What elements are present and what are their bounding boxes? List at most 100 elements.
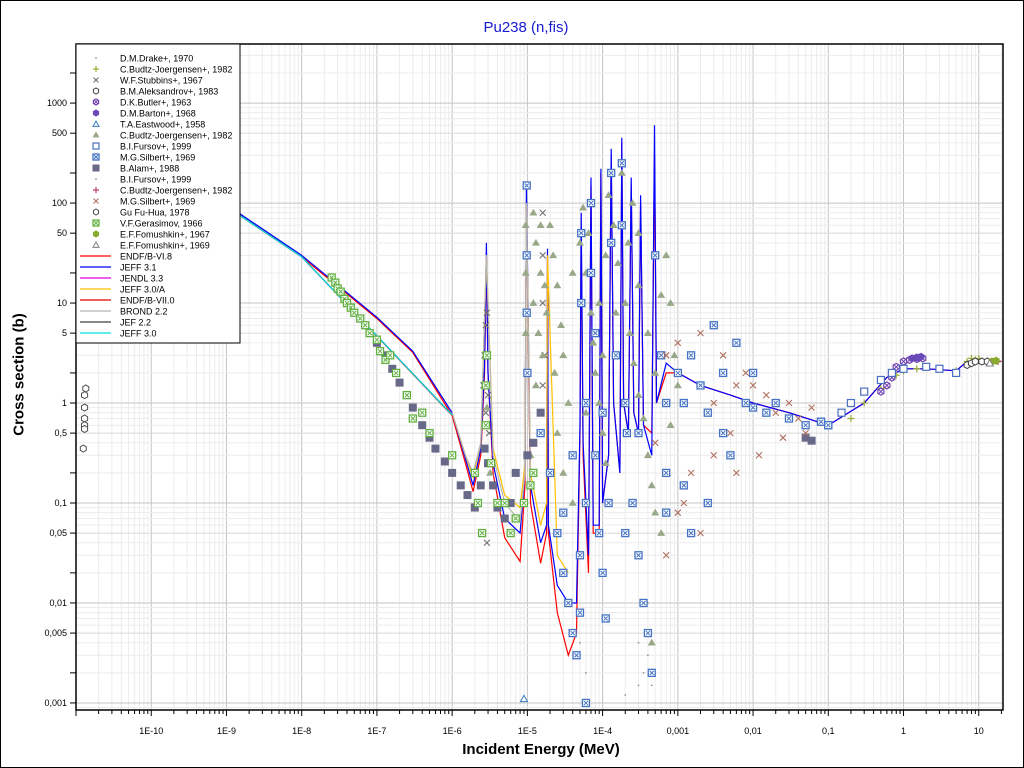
data-point <box>531 381 540 389</box>
data-point-x <box>578 230 584 236</box>
data-point-x <box>600 410 605 416</box>
data-point-x <box>773 400 779 406</box>
legend-marker-icon <box>95 178 97 180</box>
legend-marker-icon <box>92 87 100 95</box>
data-point <box>575 238 584 246</box>
data-point <box>749 382 757 389</box>
data-point <box>601 251 610 259</box>
data-point-x <box>583 700 589 706</box>
data-point <box>601 459 610 467</box>
data-point <box>687 469 695 477</box>
data-point-x <box>560 510 566 516</box>
data-point <box>586 308 595 316</box>
legend-label: M.G.Silbert+, 1969 <box>120 197 195 207</box>
data-point <box>697 329 704 337</box>
legend-label: JEF 2.2 <box>120 318 151 328</box>
legend-label: E.F.Fomushkin+, 1969 <box>120 241 210 251</box>
y-tick-label: 50 <box>57 228 67 238</box>
legend-marker-icon <box>93 187 99 193</box>
data-point-x <box>578 300 584 306</box>
legend-label: B.Alam+, 1988 <box>120 164 179 174</box>
data-point-x <box>488 460 494 466</box>
legend-label: JENDL 3.3 <box>120 274 163 284</box>
data-point-x <box>338 289 344 295</box>
legend-label: ENDF/B-VII.0 <box>120 296 175 306</box>
legend-marker-icon <box>93 198 99 204</box>
data-point <box>625 329 634 336</box>
data-point <box>529 208 538 216</box>
data-point <box>519 694 529 703</box>
data-point-x <box>525 370 530 376</box>
data-point <box>489 481 498 490</box>
legend-label: D.M.Drake+, 1970 <box>120 54 193 64</box>
data-point <box>493 503 502 512</box>
data-point <box>456 481 465 490</box>
data-point-x <box>570 630 576 636</box>
legend-label: B.M.Aleksandrov+, 1983 <box>120 87 218 97</box>
legend-marker-icon <box>92 131 100 138</box>
data-point-x <box>663 400 669 406</box>
data-point <box>779 434 787 442</box>
legend-label: C.Budtz-Joergensen+, 1982 <box>120 65 232 75</box>
data-point <box>550 368 559 376</box>
data-point <box>500 514 509 523</box>
data-point <box>591 368 600 376</box>
data-point <box>651 439 659 447</box>
data-point-x <box>502 500 508 506</box>
data-point-x <box>608 240 614 246</box>
data-point <box>860 387 869 396</box>
y-tick-label: 1000 <box>47 98 67 108</box>
legend-marker-icon <box>92 208 100 216</box>
data-point <box>647 481 656 489</box>
x-tick-label: 0,01 <box>744 726 762 736</box>
data-point-x <box>705 500 711 506</box>
data-point-x <box>893 364 899 370</box>
data-point <box>697 529 704 537</box>
data-point-x <box>619 222 625 228</box>
data-point <box>579 203 588 211</box>
data-point-x <box>750 370 756 376</box>
data-point-x <box>592 452 598 458</box>
data-point <box>651 368 660 376</box>
data-point <box>617 168 626 176</box>
legend-label: Gu Fu-Hua, 1978 <box>120 208 190 218</box>
data-point-x <box>658 352 664 358</box>
data-point-x <box>427 430 432 436</box>
data-point <box>484 391 492 399</box>
legend-label: B.I.Fursov+, 1999 <box>120 142 191 152</box>
data-point-x <box>818 419 824 425</box>
data-point <box>639 414 648 422</box>
data-point <box>650 684 653 687</box>
legend-label: JEFF 3.0 <box>120 329 157 339</box>
data-point <box>935 364 944 373</box>
data-point-x <box>705 410 711 416</box>
data-point <box>521 221 530 229</box>
data-point <box>666 299 675 306</box>
data-point-x <box>619 160 625 166</box>
data-point <box>710 399 718 407</box>
x-tick-label: 1E-8 <box>292 726 311 736</box>
data-point <box>557 321 566 329</box>
data-point-x <box>592 330 598 336</box>
data-point <box>79 444 87 453</box>
data-point <box>634 391 643 398</box>
data-point <box>534 329 543 336</box>
legend-label: V.F.Gerasimov, 1966 <box>120 219 203 229</box>
data-point <box>629 359 638 367</box>
experimental-series <box>79 384 90 453</box>
x-axis-label: Incident Energy (MeV) <box>462 741 620 758</box>
data-point <box>732 382 740 389</box>
data-point-x <box>624 430 630 436</box>
data-point <box>539 382 547 389</box>
data-point-x <box>547 470 553 476</box>
data-point-x <box>728 452 733 458</box>
legend-marker-icon <box>92 240 100 248</box>
experimental-series <box>877 354 927 396</box>
data-point-x <box>362 322 368 328</box>
data-point <box>536 221 545 229</box>
data-point <box>485 429 493 437</box>
data-point-x <box>508 530 514 536</box>
data-point <box>670 351 679 359</box>
data-point <box>476 481 485 490</box>
data-point <box>585 671 587 674</box>
